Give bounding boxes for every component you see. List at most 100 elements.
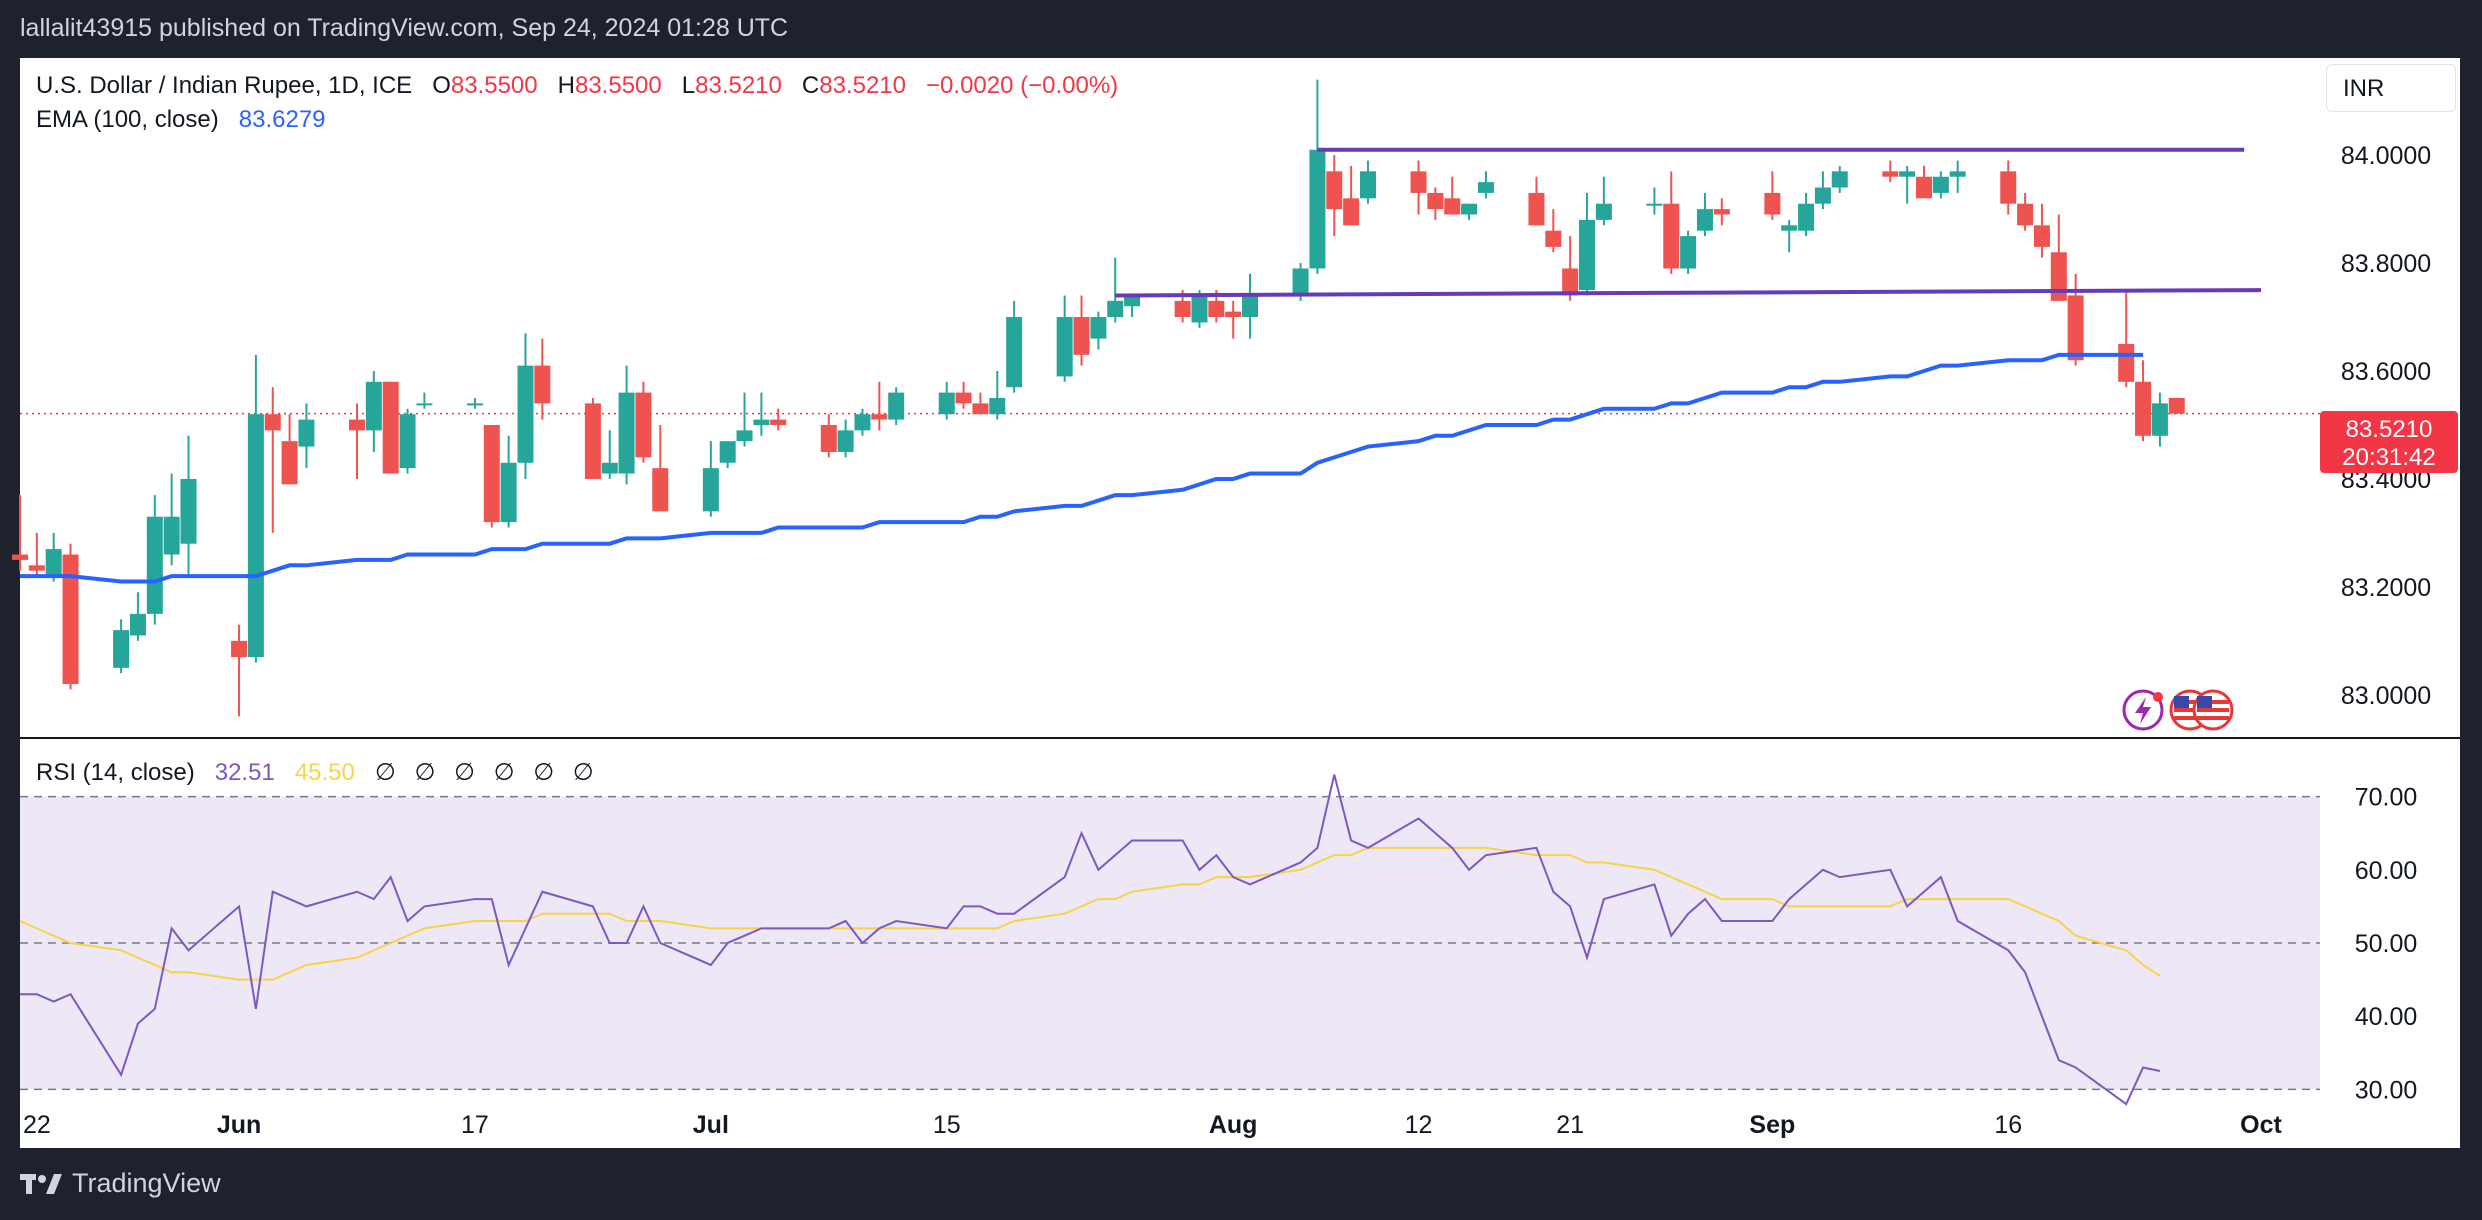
publish-bar: lallalit43915 published on TradingView.c… (0, 0, 2482, 58)
high-label: H (557, 72, 575, 99)
candle-body (1242, 295, 1259, 318)
candle-body (837, 430, 854, 452)
currency-button[interactable]: INR (2326, 64, 2456, 112)
price-badge-countdown: 20:31:42 (2342, 444, 2435, 471)
candle-body (1646, 203, 1663, 206)
candle-body (45, 549, 62, 577)
candle-body (1191, 295, 1208, 323)
candle-body (1680, 236, 1697, 269)
candle-body (1461, 203, 1478, 215)
rsi-tick-label: 50.00 (2355, 930, 2418, 958)
rsi-tick-label: 60.00 (2355, 857, 2418, 885)
candle-body (1174, 300, 1191, 318)
rsi-label[interactable]: RSI (14, close) (36, 759, 195, 786)
ema-label[interactable]: EMA (100, close) (36, 106, 219, 133)
tradingview-logo[interactable]: TradingView (20, 1168, 221, 1199)
candle-body (1006, 317, 1023, 388)
rsi-value: 32.51 (214, 759, 275, 786)
time-tick-label: Jul (693, 1111, 729, 1139)
candle-body (635, 392, 652, 458)
candle-body (2000, 171, 2017, 204)
candle-body (2017, 203, 2034, 226)
candle-body (1663, 203, 1680, 269)
price-tick-label: 84.0000 (2341, 142, 2431, 170)
candle-body (1359, 171, 1376, 199)
candle-body (28, 565, 45, 571)
channel-lower-line (1115, 288, 2262, 298)
low-value: 83.5210 (695, 72, 782, 99)
rsi-tick-label: 70.00 (2355, 784, 2418, 812)
rsi-tick-label: 30.00 (2355, 1076, 2418, 1104)
candle-body (1696, 209, 1713, 231)
candle-body (1056, 317, 1073, 377)
candle-body (2118, 344, 2135, 382)
candle-body (1595, 203, 1612, 220)
candle-body (972, 403, 989, 415)
time-tick-label: Oct (2240, 1111, 2282, 1139)
candle-body (146, 516, 163, 614)
candle-body (1545, 230, 1562, 247)
time-tick-label: 17 (461, 1111, 489, 1139)
tradingview-brand: TradingView (72, 1168, 221, 1198)
candle-body (1090, 317, 1107, 339)
ema-legend[interactable]: EMA (100, close) 83.6279 (36, 106, 326, 134)
candle-body (1713, 209, 1730, 215)
rsi-axis: 70.00 60.00 50.00 40.00 30.00 (2355, 784, 2418, 1105)
candle-body (702, 468, 719, 512)
candle-body (2067, 295, 2084, 361)
time-tick-label: 21 (1556, 1111, 1584, 1139)
candle-body (1477, 182, 1494, 193)
candle-body (1208, 300, 1225, 318)
candle-body (719, 441, 736, 463)
candle-body (62, 554, 79, 685)
candle-body (534, 365, 551, 404)
candle-body (1781, 225, 1798, 231)
candle-body (618, 392, 635, 474)
rsi-na-values: ∅ ∅ ∅ ∅ ∅ ∅ (374, 759, 600, 786)
candle-body (382, 381, 399, 474)
channel-lines (1115, 147, 2262, 298)
candle-body (2168, 398, 2185, 414)
candle-body (231, 640, 248, 658)
candle-body (584, 403, 601, 479)
lightning-icon[interactable] (2122, 689, 2164, 731)
candle-body (12, 554, 28, 560)
candle-body (517, 365, 534, 463)
high-value: 83.5500 (574, 72, 662, 99)
symbol-legend[interactable]: U.S. Dollar / Indian Rupee, 1D, ICE O83.… (36, 72, 1118, 100)
candle-body (129, 613, 146, 636)
candle-body (1410, 171, 1427, 193)
candle-body (854, 414, 871, 431)
candle-body (1107, 300, 1124, 318)
candle-body (163, 516, 180, 555)
candle-body (2151, 403, 2168, 436)
time-tick-label: Jun (217, 1111, 261, 1139)
candle-body (180, 478, 197, 544)
rsi-legend[interactable]: RSI (14, close) 32.51 45.50 ∅ ∅ ∅ ∅ ∅ ∅ (36, 758, 600, 787)
ema-value: 83.6279 (238, 106, 326, 133)
candle-body (1225, 311, 1242, 318)
symbol-name[interactable]: U.S. Dollar / Indian Rupee, 1D, ICE (36, 72, 413, 99)
candle-body (1831, 171, 1848, 188)
rsi-tick-label: 40.00 (2355, 1003, 2418, 1031)
candle-body (113, 630, 130, 668)
candle-body (1124, 295, 1141, 307)
time-tick-label: 12 (1405, 1111, 1433, 1139)
candle-body (416, 403, 433, 406)
candle-body (1814, 187, 1831, 204)
candle-body (1343, 198, 1360, 226)
time-tick-label: 22 (23, 1111, 51, 1139)
candle-body (938, 392, 955, 415)
us-flag-icon[interactable] (2192, 689, 2234, 731)
candle-body (1528, 192, 1545, 226)
candle-body (1427, 192, 1444, 210)
candle-body (753, 419, 770, 425)
candle-body (1326, 171, 1343, 210)
candle-body (1562, 268, 1579, 296)
candle-body (1309, 149, 1326, 269)
price-tick-label: 83.6000 (2341, 358, 2431, 386)
candle-body (1798, 203, 1815, 231)
candle-body (2050, 252, 2067, 301)
candle-body (888, 392, 905, 420)
